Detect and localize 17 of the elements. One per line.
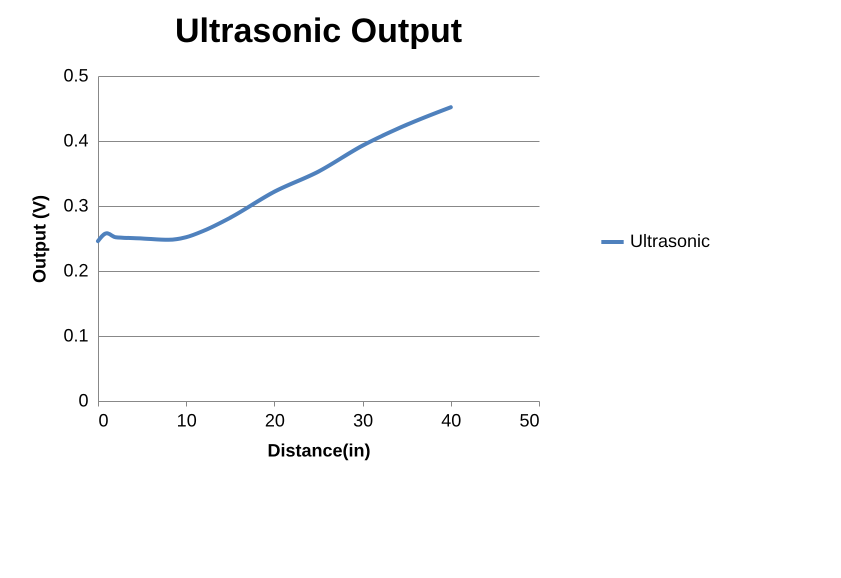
legend-label: Ultrasonic xyxy=(630,231,710,251)
x-axis-title: Distance(in) xyxy=(267,440,371,460)
x-tick-label: 20 xyxy=(264,410,285,430)
x-tick-label: 0 xyxy=(98,410,109,430)
x-tick-label: 30 xyxy=(353,410,374,430)
y-tick-label: 0.1 xyxy=(63,326,88,346)
y-tick-label: 0.5 xyxy=(63,66,88,86)
line-series xyxy=(96,105,453,244)
y-tick-label: 0.4 xyxy=(63,130,88,150)
y-axis-title: Output (V) xyxy=(29,195,50,283)
x-tick-label: 50 xyxy=(519,410,540,430)
y-tick-label: 0.3 xyxy=(63,196,88,216)
x-tick-label: 10 xyxy=(176,410,197,430)
chart-title: Ultrasonic Output xyxy=(174,12,462,50)
y-tick-label: 0 xyxy=(78,390,88,410)
y-tick-label: 0.2 xyxy=(63,260,88,280)
x-tick-label: 40 xyxy=(441,410,462,430)
